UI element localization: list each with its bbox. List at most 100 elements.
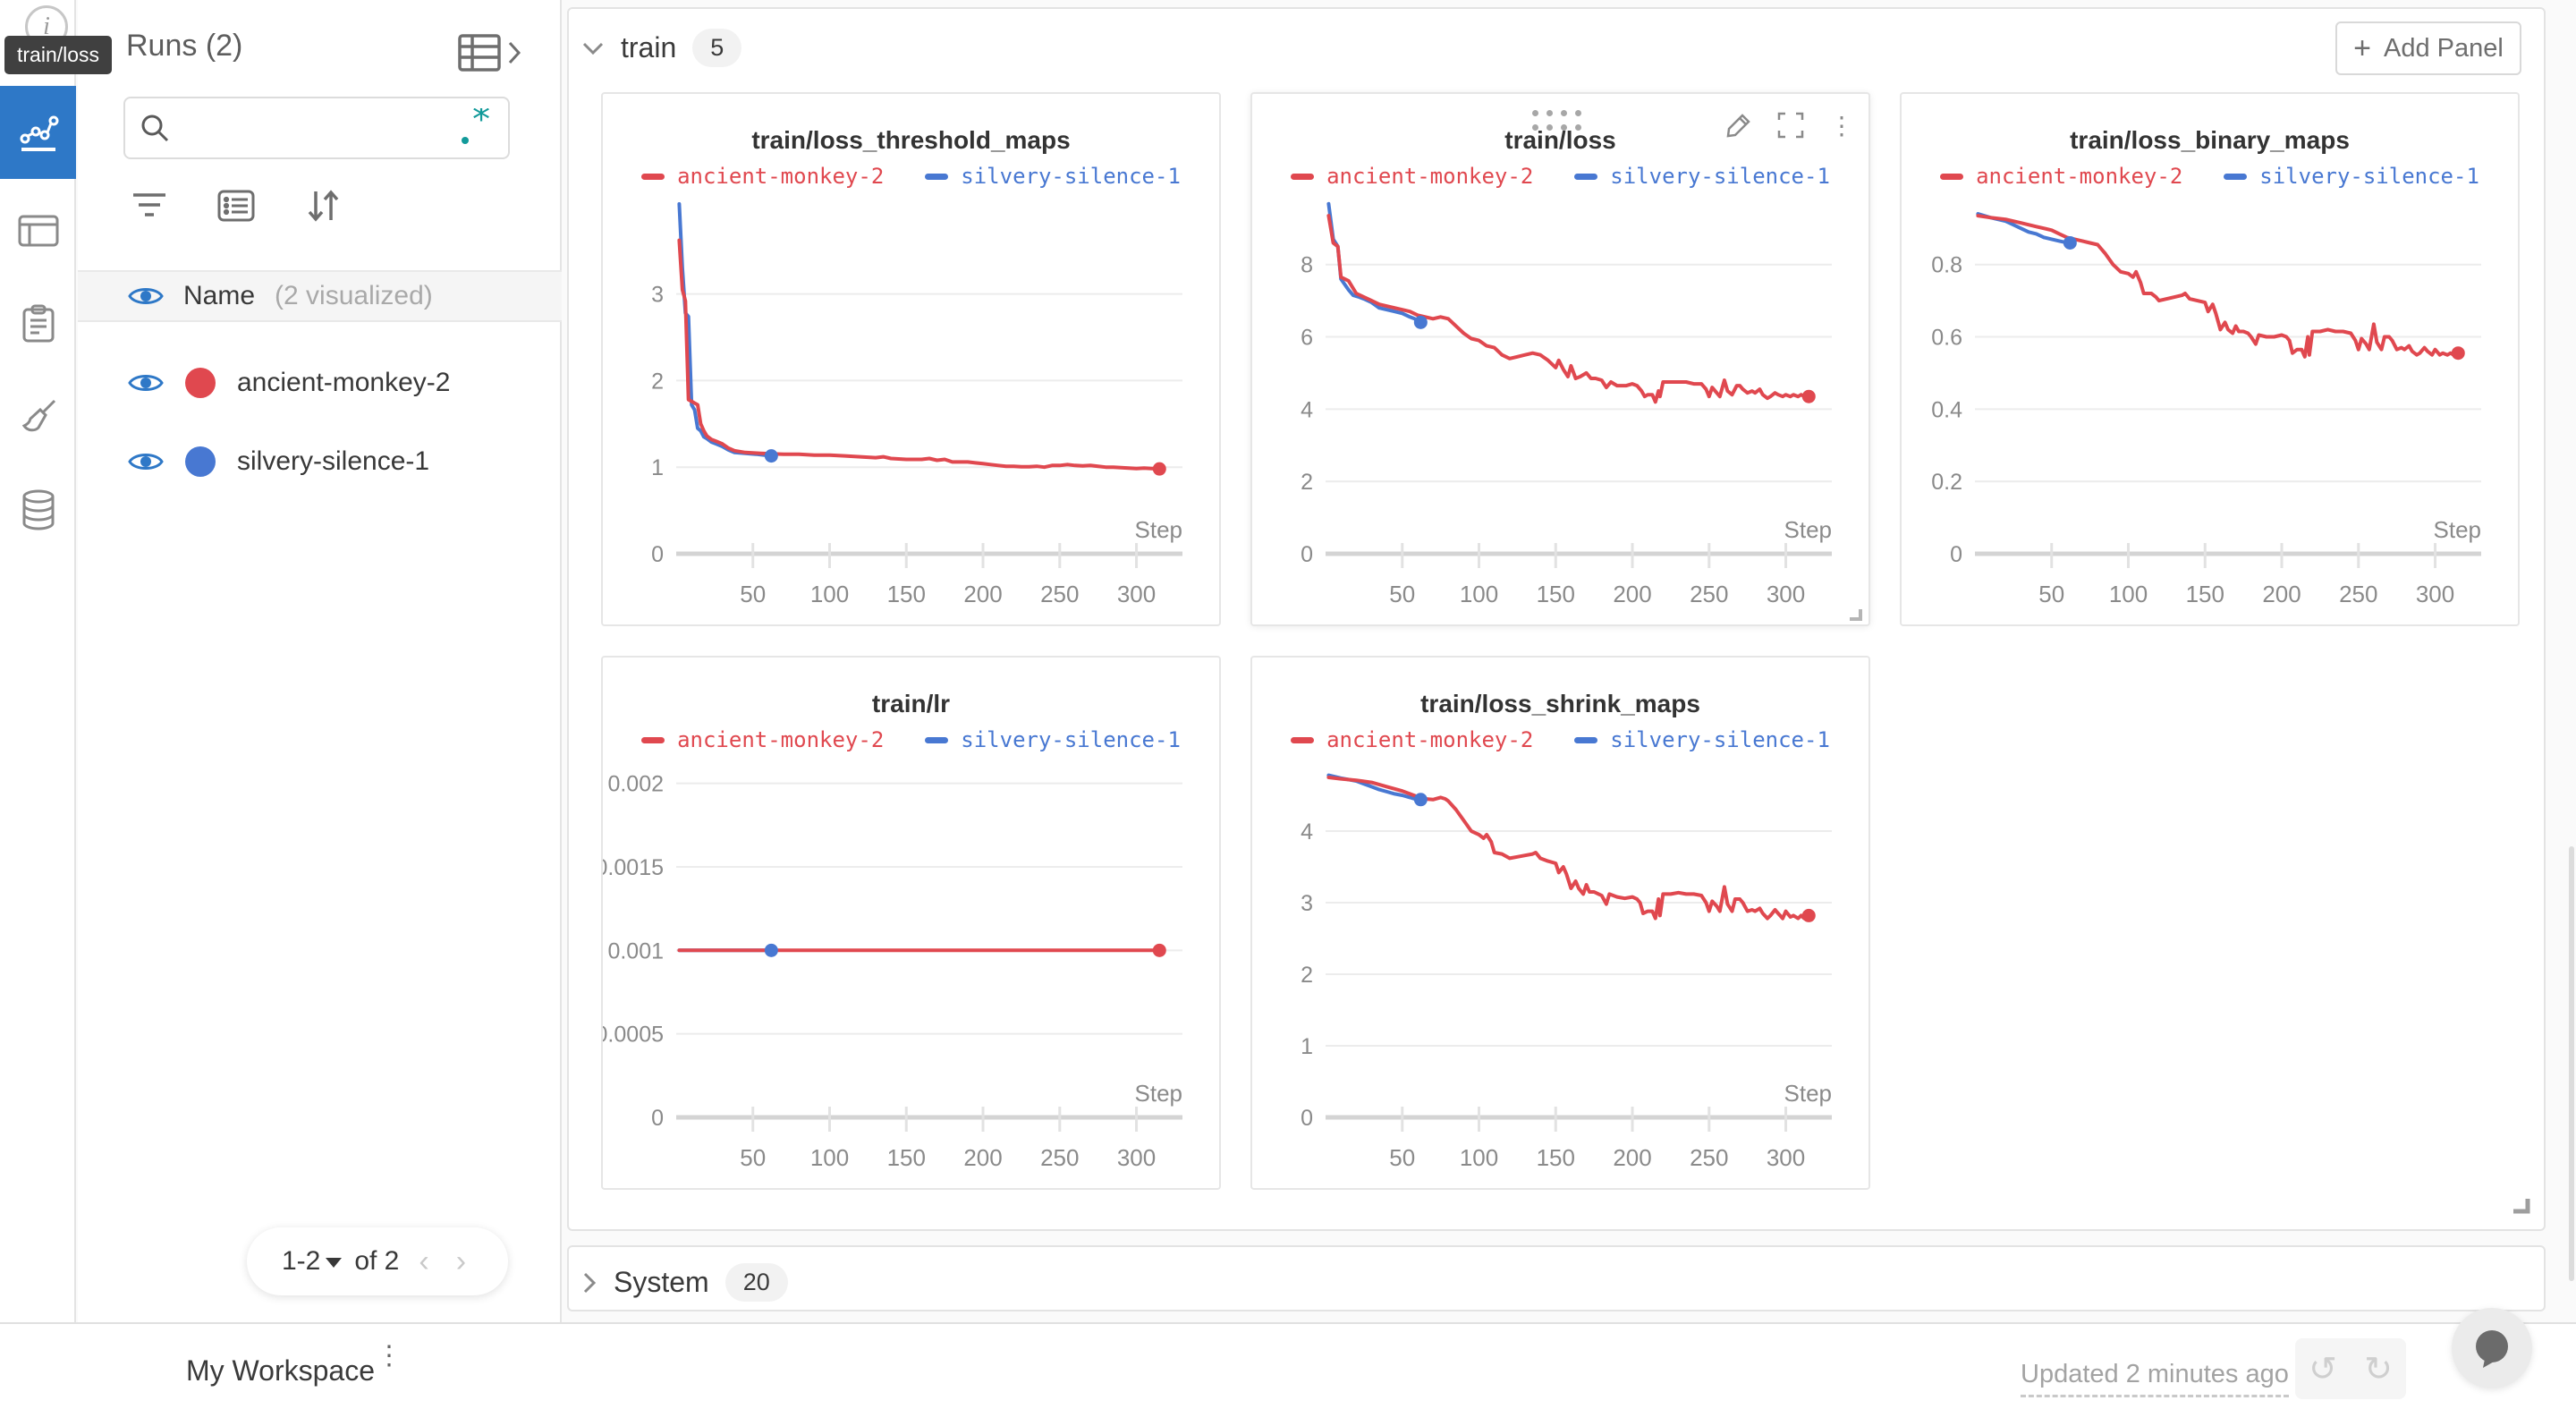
nav-artifacts-tab[interactable] — [0, 463, 76, 556]
svg-text:0: 0 — [1301, 542, 1313, 567]
svg-text:150: 150 — [1537, 1144, 1575, 1171]
train-section-card: train 5 + Add Panel train/loss_threshold… — [567, 7, 2546, 1231]
svg-text:*: * — [470, 108, 492, 140]
fullscreen-icon[interactable] — [1777, 112, 1804, 139]
runs-name-header[interactable]: Name (2 visualized) — [78, 270, 562, 322]
table-icon — [18, 215, 59, 247]
caret-down-icon — [326, 1257, 343, 1268]
edit-panel-icon[interactable] — [1725, 112, 1752, 139]
eye-icon[interactable] — [128, 284, 164, 309]
svg-text:Step: Step — [2434, 516, 2482, 543]
regex-toggle-icon[interactable]: * — [458, 108, 494, 148]
svg-text:50: 50 — [1389, 581, 1415, 607]
legend-item[interactable]: ancient-monkey-2 — [1291, 727, 1533, 752]
run-row-silvery-silence-1[interactable]: silvery-silence-1 — [78, 432, 562, 491]
svg-text:6: 6 — [1301, 326, 1313, 351]
name-header-label: Name — [183, 281, 256, 310]
svg-text:250: 250 — [1690, 581, 1728, 607]
legend-item[interactable]: silvery-silence-1 — [1574, 727, 1830, 752]
svg-text:2: 2 — [1301, 470, 1313, 495]
nav-sweeps-tab[interactable] — [0, 370, 76, 463]
legend-dash — [925, 736, 949, 743]
search-input[interactable] — [181, 114, 458, 142]
chart-panel[interactable]: train/lr ancient-monkey-2 silvery-silence… — [601, 656, 1221, 1190]
chart-panel[interactable]: train/loss ancient-monkey-2 silvery-silen… — [1250, 92, 1870, 626]
legend-item[interactable]: silvery-silence-1 — [925, 727, 1181, 752]
chart-plot: 0 1 2 3 50 100 150 200 250 300 Step — [651, 202, 1182, 607]
support-chat-button[interactable] — [2452, 1308, 2532, 1388]
legend-run-name: ancient-monkey-2 — [1326, 164, 1534, 189]
chart-panel[interactable]: train/loss_shrink_maps ancient-monkey-2 s… — [1250, 656, 1870, 1190]
group-button[interactable] — [217, 190, 255, 222]
nav-logs-tab[interactable] — [0, 277, 76, 370]
legend-dash — [1574, 736, 1598, 743]
chart-title: train/loss_shrink_maps — [1420, 690, 1700, 717]
svg-text:150: 150 — [887, 1144, 926, 1171]
system-section-header[interactable]: System 20 — [581, 1263, 788, 1302]
chart-plot: 0 0.2 0.4 0.6 0.8 50 100 150 200 250 300 Step — [1931, 212, 2482, 607]
filter-button[interactable] — [131, 191, 167, 221]
prev-page-button[interactable]: ‹ — [419, 1244, 429, 1278]
add-panel-button[interactable]: + Add Panel — [2335, 21, 2521, 75]
redo-button[interactable]: ↻ — [2364, 1350, 2393, 1388]
panel-resize-handle[interactable] — [1845, 605, 1863, 623]
legend-item[interactable]: silvery-silence-1 — [1574, 164, 1830, 189]
legend-dash — [1940, 173, 1964, 180]
panel-drag-handle[interactable] — [1252, 110, 1868, 139]
svg-text:0.6: 0.6 — [1931, 326, 1962, 351]
legend-run-name: silvery-silence-1 — [2259, 164, 2479, 189]
legend-dash — [2224, 173, 2248, 180]
legend-dash — [925, 173, 949, 180]
svg-text:0: 0 — [651, 542, 664, 567]
plus-icon: + — [2353, 30, 2372, 65]
run-color-dot[interactable] — [185, 368, 216, 398]
open-runs-table-button[interactable] — [458, 32, 521, 72]
chevron-right-icon — [581, 1271, 597, 1294]
sort-button[interactable] — [305, 188, 341, 224]
panel-menu-icon[interactable]: ⋮ — [1829, 111, 1854, 140]
legend-item[interactable]: ancient-monkey-2 — [1291, 164, 1533, 189]
chart-panel[interactable]: train/loss_binary_maps ancient-monkey-2 s… — [1900, 92, 2520, 626]
chart-legend: ancient-monkey-2 silvery-silence-1 — [1252, 727, 1868, 752]
run-name[interactable]: ancient-monkey-2 — [237, 368, 451, 397]
legend-run-name: ancient-monkey-2 — [677, 727, 885, 752]
run-color-dot[interactable] — [185, 446, 216, 477]
legend-item[interactable]: ancient-monkey-2 — [641, 727, 884, 752]
runs-sidebar: Runs (2) * — [78, 0, 562, 1322]
undo-button[interactable]: ↺ — [2309, 1350, 2337, 1388]
clipboard-icon — [21, 304, 55, 344]
svg-text:150: 150 — [887, 581, 926, 607]
chart-panel[interactable]: train/loss_threshold_maps ancient-monkey… — [601, 92, 1221, 626]
nav-table-tab[interactable] — [0, 184, 76, 277]
svg-text:2: 2 — [651, 369, 664, 394]
legend-item[interactable]: silvery-silence-1 — [925, 164, 1181, 189]
eye-icon[interactable] — [128, 449, 164, 474]
svg-text:100: 100 — [1460, 1144, 1498, 1171]
svg-text:200: 200 — [1613, 581, 1651, 607]
section-resize-handle[interactable] — [2508, 1193, 2531, 1217]
chart-plot: 0 1 2 3 4 50 100 150 200 250 300 Step — [1301, 773, 1832, 1171]
legend-item[interactable]: ancient-monkey-2 — [1940, 164, 2182, 189]
next-page-button[interactable]: › — [455, 1244, 467, 1278]
svg-text:150: 150 — [1537, 581, 1575, 607]
updated-timestamp[interactable]: Updated 2 minutes ago — [2021, 1360, 2289, 1397]
legend-item[interactable]: ancient-monkey-2 — [641, 164, 884, 189]
workspace-menu-button[interactable]: ⋮ — [376, 1341, 402, 1371]
svg-text:200: 200 — [963, 581, 1002, 607]
legend-item[interactable]: silvery-silence-1 — [2224, 164, 2479, 189]
run-name[interactable]: silvery-silence-1 — [237, 446, 430, 476]
nav-charts-tab[interactable] — [0, 86, 76, 179]
svg-text:50: 50 — [740, 581, 766, 607]
svg-text:300: 300 — [1117, 1144, 1156, 1171]
run-row-ancient-monkey-2[interactable]: ancient-monkey-2 — [78, 353, 562, 412]
workspace-name[interactable]: My Workspace — [186, 1354, 376, 1387]
svg-text:Step: Step — [1784, 516, 1833, 543]
page-scrollbar[interactable] — [2569, 846, 2574, 1281]
chart-plot: 0 0.0005 0.001 0.0015 0.002 50 100 150 200 250 300… — [603, 772, 1182, 1171]
run-search-box: * — [123, 97, 510, 159]
line-chart-icon — [18, 112, 59, 153]
train-section-header[interactable]: train 5 — [581, 29, 742, 67]
eye-icon[interactable] — [128, 370, 164, 395]
page-range-dropdown[interactable]: 1-2 — [282, 1246, 343, 1277]
